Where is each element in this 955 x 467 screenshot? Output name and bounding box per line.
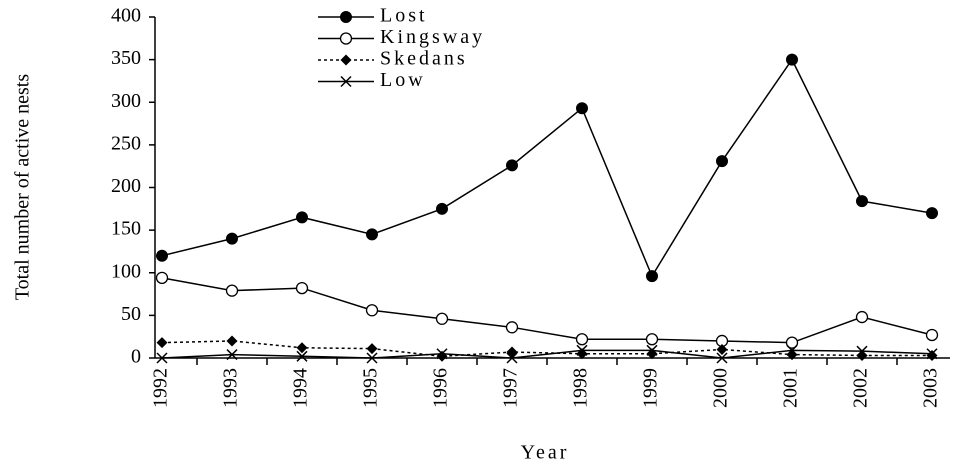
x-tick-label: 2002 xyxy=(850,368,872,408)
legend-label: Lost xyxy=(380,5,428,27)
x-tick-label: 1992 xyxy=(150,368,172,408)
marker xyxy=(156,249,168,262)
marker xyxy=(506,352,518,364)
marker xyxy=(855,310,869,324)
y-tick-label: 200 xyxy=(111,175,141,197)
marker xyxy=(505,321,519,334)
marker xyxy=(225,284,239,297)
marker xyxy=(366,343,378,355)
y-tick-label: 300 xyxy=(111,90,141,112)
legend-label: Low xyxy=(380,69,426,91)
marker xyxy=(645,333,659,346)
marker xyxy=(856,349,868,361)
legend-label: Skedans xyxy=(380,48,468,70)
marker xyxy=(506,159,518,172)
x-tick-label: 1996 xyxy=(430,368,452,408)
y-tick-label: 0 xyxy=(131,346,141,368)
marker xyxy=(295,281,309,295)
x-tick-label: 2003 xyxy=(920,368,942,408)
marker xyxy=(856,195,868,208)
marker xyxy=(340,54,352,66)
marker xyxy=(436,202,448,215)
marker xyxy=(436,348,448,360)
marker xyxy=(786,349,798,361)
series-line xyxy=(161,277,933,344)
marker xyxy=(226,335,238,347)
marker xyxy=(716,155,728,168)
marker xyxy=(926,207,938,220)
x-tick-label: 1995 xyxy=(360,368,382,408)
marker xyxy=(155,271,169,285)
marker xyxy=(340,11,352,23)
marker xyxy=(365,304,379,317)
x-tick-label: 1994 xyxy=(290,368,312,408)
marker xyxy=(296,350,308,362)
x-tick-label: 1999 xyxy=(640,368,662,408)
x-tick-label: 1993 xyxy=(220,368,242,408)
marker xyxy=(785,336,799,349)
y-tick-label: 400 xyxy=(111,5,141,27)
marker xyxy=(575,333,589,346)
y-tick-label: 150 xyxy=(111,218,141,240)
y-tick-label: 350 xyxy=(111,47,141,69)
x-tick-label: 1998 xyxy=(570,368,592,408)
y-tick-label: 250 xyxy=(111,132,141,154)
y-axis-label: Total number of active nests xyxy=(12,74,34,301)
series-line xyxy=(161,349,933,359)
marker xyxy=(646,270,658,283)
marker xyxy=(506,346,518,358)
marker xyxy=(786,53,798,66)
marker xyxy=(226,232,238,245)
marker xyxy=(366,228,378,241)
x-tick-label: 2000 xyxy=(710,368,732,408)
marker xyxy=(716,343,728,355)
y-tick-label: 50 xyxy=(121,303,141,325)
x-tick-label: 1997 xyxy=(500,368,522,408)
marker xyxy=(340,75,352,88)
legend-label: Kingsway xyxy=(380,26,485,48)
x-tick-label: 2001 xyxy=(780,368,802,408)
marker xyxy=(156,352,168,364)
marker xyxy=(925,328,939,342)
series-line xyxy=(161,58,933,278)
marker xyxy=(436,350,448,362)
marker xyxy=(646,344,658,356)
marker xyxy=(576,344,588,356)
marker xyxy=(156,337,168,349)
x-axis-label: Year xyxy=(521,442,570,464)
marker xyxy=(226,349,238,361)
marker xyxy=(296,211,308,224)
marker xyxy=(786,344,798,356)
marker xyxy=(435,312,449,325)
marker xyxy=(926,348,938,360)
marker xyxy=(716,352,728,364)
marker xyxy=(366,352,378,364)
series-line xyxy=(161,340,932,358)
marker xyxy=(856,345,868,357)
marker xyxy=(296,342,308,354)
marker xyxy=(576,102,588,115)
marker xyxy=(339,32,353,45)
marker xyxy=(926,349,938,361)
y-tick-label: 100 xyxy=(111,260,141,282)
